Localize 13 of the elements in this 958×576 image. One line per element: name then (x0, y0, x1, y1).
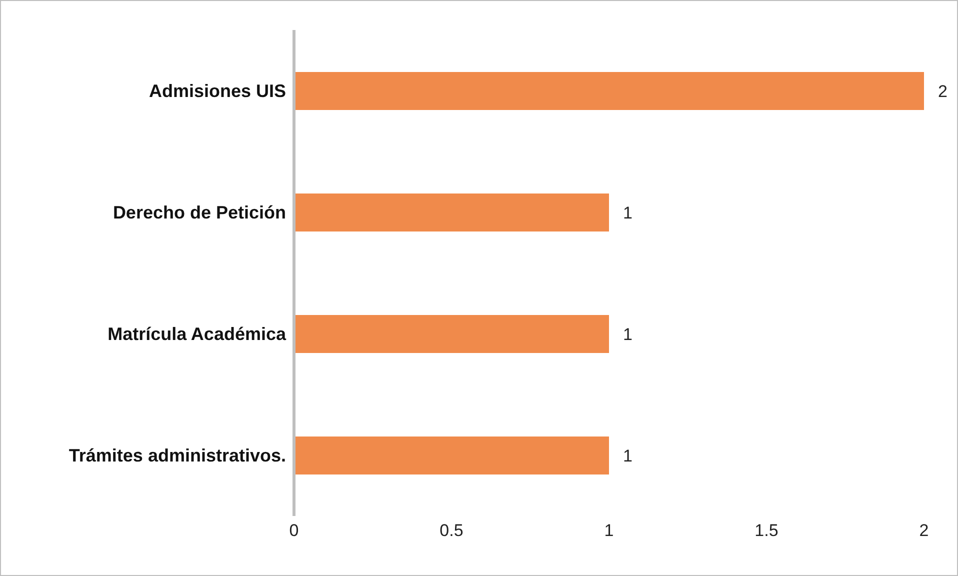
data-label: 2 (938, 82, 948, 102)
x-tick-label: 1.5 (754, 521, 778, 540)
data-label: 1 (623, 325, 632, 344)
data-label: 1 (623, 446, 632, 466)
data-label: 1 (623, 204, 632, 223)
y-tick-label: Trámites administrativos. (68, 446, 286, 466)
x-tick-label: 0 (289, 521, 299, 540)
y-tick-label: Derecho de Petición (112, 202, 286, 223)
x-tick-label: 1 (604, 521, 614, 540)
x-tick-label: 0.5 (440, 521, 464, 540)
y-tick-label: Matrícula Académica (108, 324, 287, 344)
x-tick-label: 2 (919, 521, 929, 540)
y-tick-label: Admisiones UIS (148, 81, 286, 102)
